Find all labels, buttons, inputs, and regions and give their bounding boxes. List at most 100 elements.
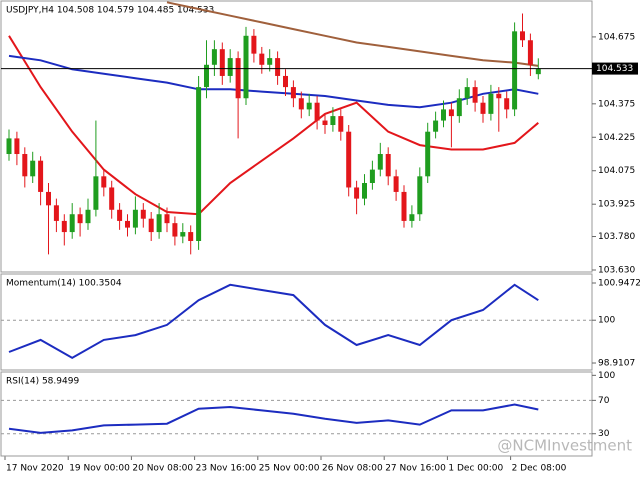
candle-body (385, 154, 391, 177)
candle-body (306, 102, 312, 110)
indicator-line (8, 283, 539, 360)
candle-body (512, 31, 518, 110)
x-tick-label: 23 Nov 16:00 (196, 464, 257, 474)
candle-body (180, 232, 186, 237)
panel-title: Momentum(14) 100.3504 (6, 279, 122, 289)
panel-frame (0, 371, 593, 457)
candle-body (401, 191, 407, 221)
candle-body (456, 98, 462, 117)
candle-body (464, 87, 470, 99)
candle-body (46, 191, 51, 206)
candle-body (243, 35, 249, 99)
candle-body (204, 64, 209, 88)
candle-body (227, 58, 233, 76)
x-tick-label: 25 Nov 00:00 (259, 464, 320, 474)
candle-body (235, 58, 241, 99)
candle-body (85, 209, 91, 224)
candle-body (504, 98, 510, 110)
x-tick-label: 26 Nov 08:00 (322, 464, 383, 474)
x-tick-label: 19 Nov 00:00 (69, 464, 130, 474)
candle-body (38, 160, 44, 192)
candle-body (251, 35, 257, 54)
y-tick-label: 104.675 (598, 32, 635, 42)
candle-body (433, 120, 439, 132)
x-tick-label: 2 Dec 08:00 (512, 464, 567, 474)
candle-body (520, 31, 525, 41)
candle-body (211, 49, 217, 65)
panel-title: USDJPY,H4 104.508 104.579 104.485 104.53… (6, 6, 214, 16)
y-tick-label: 104.075 (598, 166, 635, 176)
candle-body (496, 93, 502, 99)
candle-body (164, 214, 170, 224)
x-tick-label: 27 Nov 16:00 (385, 464, 446, 474)
candle-body (393, 176, 399, 192)
candle-body (30, 160, 36, 177)
moving-average (8, 54, 539, 109)
x-tick-label: 20 Nov 08:00 (132, 464, 193, 474)
current-price-box (592, 62, 638, 75)
y-tick-label: 103.925 (598, 200, 635, 210)
panel-title: RSI(14) 58.9499 (6, 377, 79, 387)
candle-body (267, 58, 273, 65)
candle-body (362, 183, 367, 199)
panel-frame (0, 273, 593, 371)
candle-body (535, 68, 541, 75)
candle-body (369, 169, 375, 184)
candle-body (425, 131, 431, 177)
candle-body (259, 53, 265, 65)
panel-frame (0, 0, 593, 273)
y-tick-label: 104.375 (598, 99, 635, 109)
candle-body (61, 220, 67, 233)
candle-body (117, 209, 123, 221)
candle-body (93, 176, 99, 210)
y-tick-label: 30 (598, 429, 610, 439)
candle-body (53, 205, 59, 221)
y-tick-label: 103.780 (598, 232, 635, 242)
candle-body (409, 214, 415, 221)
candle-body (219, 49, 225, 76)
candle-body (69, 214, 75, 233)
candle-body (354, 187, 360, 199)
candle-body (488, 93, 494, 114)
candle-body (125, 220, 130, 228)
y-tick-label: 100.9472 (598, 278, 640, 288)
candle-body (322, 120, 328, 126)
candle-body (188, 232, 194, 241)
candle-body (298, 98, 304, 110)
candle-body (196, 87, 202, 241)
candle-body (417, 176, 423, 215)
candle-body (472, 87, 478, 103)
candle-body (109, 187, 115, 210)
candle-body (338, 116, 344, 132)
candle-body (275, 58, 281, 76)
candle-body (77, 214, 83, 224)
candle-body (101, 176, 107, 188)
x-tick-label: 17 Nov 2020 (6, 464, 64, 474)
candle-body (172, 223, 178, 237)
current-price-label: 104.533 (596, 64, 633, 74)
candle-body (132, 209, 138, 228)
moving-average (8, 35, 539, 216)
watermark: @NCMInvestment (497, 437, 632, 455)
candle-body (377, 154, 383, 170)
y-tick-label: 70 (598, 396, 610, 406)
indicator-line (8, 403, 539, 434)
y-tick-label: 98.9107 (598, 359, 635, 369)
moving-average (166, 1, 539, 67)
candle-body (346, 131, 352, 188)
x-tick-label: 1 Dec 00:00 (448, 464, 503, 474)
candle-body (441, 109, 446, 121)
candle-body (148, 218, 154, 233)
y-tick-label: 104.225 (598, 133, 635, 143)
candle-body (527, 40, 533, 65)
candle-body (22, 154, 28, 177)
candle-body (330, 116, 336, 126)
y-tick-label: 100 (598, 371, 615, 381)
candle-body (290, 87, 296, 99)
candle-body (14, 138, 20, 155)
candle-body (314, 102, 320, 121)
y-tick-label: 103.630 (598, 265, 635, 275)
candle-body (283, 75, 288, 88)
candle-body (156, 214, 162, 233)
